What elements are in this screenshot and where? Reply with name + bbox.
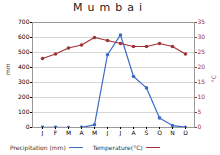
svg-text:200: 200 [18,93,30,100]
svg-text:J: J [119,129,122,137]
svg-text:400: 400 [18,63,30,70]
svg-text:30: 30 [198,33,206,40]
svg-text:A: A [79,129,84,136]
html-text:Mumbai: Mumbai [73,1,147,14]
svg-text:500: 500 [18,48,30,55]
svg-text:N: N [170,129,175,136]
svg-text:J: J [106,129,109,137]
svg-text:300: 300 [18,78,30,85]
html-text:Temperature(°C): Temperature(°C) [92,143,143,151]
svg-text:10: 10 [198,93,206,100]
svg-text:F: F [54,129,58,136]
svg-text:°C: °C [210,75,217,82]
svg-text:700: 700 [18,18,30,25]
svg-text:35: 35 [198,18,206,25]
svg-text:S: S [145,129,149,136]
svg-text:5: 5 [198,108,202,115]
svg-text:A: A [131,129,136,136]
svg-text:mm: mm [4,63,11,75]
svg-text:J: J [41,129,44,137]
svg-text:600: 600 [18,33,30,40]
html-text:Precipitation (mm): Precipitation (mm) [10,143,66,151]
svg-text:O: O [157,129,162,136]
svg-text:25: 25 [198,48,206,55]
svg-text:100: 100 [18,108,30,115]
svg-text:M: M [66,129,71,136]
svg-text:0: 0 [26,123,30,130]
svg-text:15: 15 [198,78,206,85]
svg-text:20: 20 [198,63,206,70]
svg-text:0: 0 [198,123,202,130]
svg-text:D: D [183,129,188,136]
svg-text:M: M [92,129,97,136]
